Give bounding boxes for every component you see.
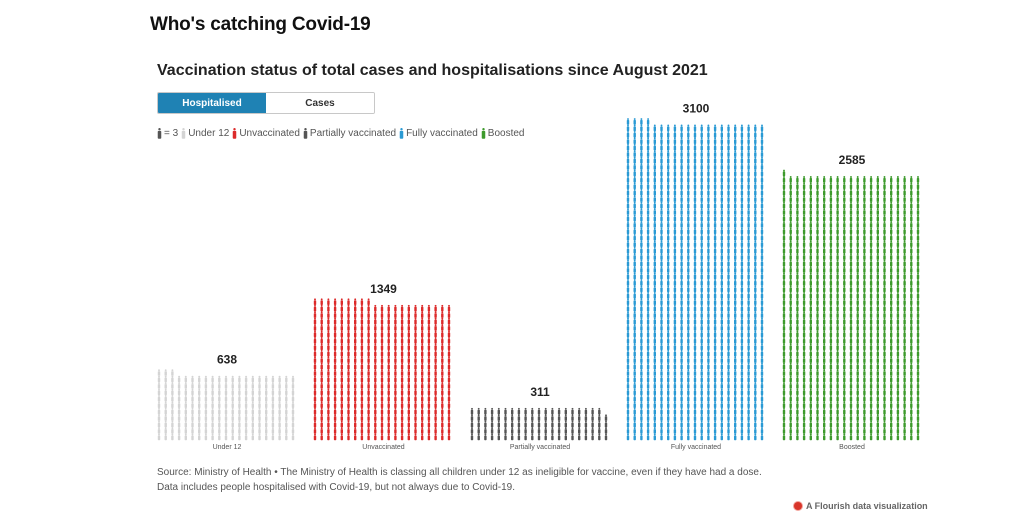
person-icon [399, 127, 404, 139]
footnote-note: Data includes people hospitalised with C… [157, 482, 515, 493]
legend-label: Fully vaccinated [406, 127, 478, 139]
view-toggle: Hospitalised Cases [157, 92, 375, 114]
value-label: 2585 [839, 153, 866, 167]
page-title: Who's catching Covid-19 [150, 14, 371, 35]
credit-label: A Flourish data visualization [806, 501, 928, 511]
hospitalised-button[interactable]: Hospitalised [158, 93, 266, 113]
legend-label: Partially vaccinated [309, 127, 397, 139]
footnote: Source: Ministry of Health • The Ministr… [157, 465, 857, 495]
value-label: 638 [217, 353, 237, 367]
cases-button[interactable]: Cases [266, 93, 374, 113]
legend: = 3 Under 12 Unvaccinated Partially vacc… [157, 126, 527, 140]
footnote-source: Source: Ministry of Health • The Ministr… [157, 467, 762, 478]
category-label: Boosted [839, 444, 865, 451]
legend-item-under-12[interactable]: Under 12 [181, 127, 230, 139]
flourish-logo-icon [794, 502, 802, 510]
person-icon [303, 127, 308, 139]
chart-title: Vaccination status of total cases and ho… [157, 62, 708, 79]
person-icon [181, 127, 186, 139]
person-icon [157, 127, 162, 139]
bar-boosted [782, 169, 920, 441]
bar-unvaccinated [313, 298, 451, 441]
legend-item-unvaccinated[interactable]: Unvaccinated [232, 127, 300, 139]
legend-item-boosted[interactable]: Boosted [481, 127, 525, 139]
category-label: Fully vaccinated [671, 444, 721, 451]
legend-unit-label: = 3 [164, 127, 179, 139]
person-icon [233, 127, 237, 139]
bar-partially-vaccinated [470, 407, 608, 441]
legend-item-partially-vaccinated[interactable]: Partially vaccinated [303, 127, 397, 139]
category-label: Partially vaccinated [510, 444, 570, 451]
flourish-credit[interactable]: A Flourish data visualization [794, 501, 928, 511]
category-label: Unvaccinated [362, 444, 405, 451]
bar-under-12 [157, 369, 295, 441]
legend-label: Boosted [487, 127, 525, 139]
value-label: 311 [530, 385, 550, 399]
value-label: 1349 [370, 282, 397, 296]
legend-unit: = 3 [157, 127, 179, 139]
legend-item-fully-vaccinated[interactable]: Fully vaccinated [399, 127, 478, 139]
category-label: Under 12 [213, 444, 242, 451]
legend-label: Unvaccinated [239, 127, 300, 139]
person-icon [481, 127, 486, 139]
bar-fully-vaccinated [626, 118, 764, 441]
legend-label: Under 12 [188, 127, 230, 139]
value-label: 3100 [683, 101, 710, 115]
